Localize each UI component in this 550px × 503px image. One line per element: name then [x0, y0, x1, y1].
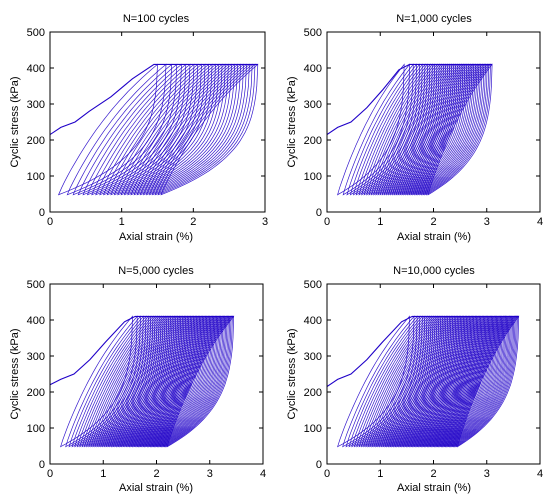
- y-tick-label: 100: [27, 171, 45, 183]
- series-line: [327, 63, 493, 136]
- y-axis-label: Cyclic stress (kPa): [286, 76, 298, 167]
- y-tick-label: 100: [304, 423, 322, 435]
- x-tick-label: 1: [100, 468, 106, 480]
- plot-frame: [49, 31, 266, 213]
- hysteresis-loop: [337, 315, 410, 448]
- y-tick-label: 100: [27, 423, 45, 435]
- y-tick-label: 400: [27, 63, 45, 75]
- x-tick-label: 4: [260, 468, 266, 480]
- y-tick-label: 400: [304, 315, 322, 327]
- x-tick-label: 4: [537, 468, 543, 480]
- y-tick-label: 200: [304, 387, 322, 399]
- x-axis-label: Axial strain (%): [119, 231, 193, 243]
- y-tick-label: 0: [316, 459, 322, 471]
- series-line: [50, 63, 258, 136]
- chart-panel-n10000: N=10,000 cycles Cyclic stress (kPa) Axia…: [286, 265, 543, 494]
- x-tick-label: 0: [324, 468, 330, 480]
- x-tick-label: 4: [537, 216, 543, 228]
- y-axis-label: Cyclic stress (kPa): [9, 328, 21, 419]
- y-axis-label: Cyclic stress (kPa): [286, 328, 298, 419]
- x-tick-label: 0: [47, 468, 53, 480]
- y-tick-label: 300: [304, 351, 322, 363]
- y-tick-label: 0: [39, 459, 45, 471]
- x-axis-label: Axial strain (%): [119, 482, 193, 494]
- plot-area: 0 1 2 3 4 0 100 200 300 400 500: [304, 279, 543, 480]
- x-tick-label: 2: [430, 216, 436, 228]
- chart-panel-n100: N=100 cycles Cyclic stress (kPa) Axial s…: [9, 13, 268, 243]
- data-layer: [327, 63, 493, 196]
- series-line: [327, 315, 519, 388]
- y-tick-label: 200: [27, 135, 45, 147]
- chart-panel-n5000: N=5,000 cycles Cyclic stress (kPa) Axial…: [9, 265, 266, 494]
- y-tick-label: 300: [27, 99, 45, 111]
- y-tick-label: 0: [39, 207, 45, 219]
- y-tick-label: 400: [304, 63, 322, 75]
- y-tick-label: 500: [304, 279, 322, 291]
- y-axis-label: Cyclic stress (kPa): [9, 76, 21, 167]
- y-tick-label: 500: [27, 279, 45, 291]
- data-layer: [327, 315, 520, 448]
- x-tick-label: 3: [262, 216, 268, 228]
- y-tick-label: 0: [316, 207, 322, 219]
- y-tick-label: 500: [27, 27, 45, 39]
- y-tick-label: 500: [304, 27, 322, 39]
- x-tick-label: 3: [484, 468, 490, 480]
- x-tick-label: 0: [324, 216, 330, 228]
- y-tick-label: 300: [304, 99, 322, 111]
- plot-area: 0 1 2 3 4 0 100 200 300 400 500: [27, 279, 266, 480]
- x-tick-label: 2: [190, 216, 196, 228]
- x-tick-label: 3: [207, 468, 213, 480]
- x-tick-label: 1: [119, 216, 125, 228]
- y-tick-label: 200: [27, 387, 45, 399]
- plot-area: 0 1 2 3 4 0 100 200 300 400 500: [304, 27, 543, 228]
- x-tick-label: 2: [430, 468, 436, 480]
- series-line: [50, 315, 234, 386]
- x-tick-label: 1: [377, 468, 383, 480]
- x-tick-label: 2: [153, 468, 159, 480]
- hysteresis-loop: [60, 315, 133, 448]
- data-layer: [50, 315, 235, 448]
- y-tick-label: 300: [27, 351, 45, 363]
- y-tick-label: 400: [27, 315, 45, 327]
- chart-panel-n1000: N=1,000 cycles Cyclic stress (kPa) Axial…: [286, 13, 543, 243]
- chart-title: N=10,000 cycles: [393, 265, 475, 277]
- y-tick-label: 200: [304, 135, 322, 147]
- x-tick-label: 0: [47, 216, 53, 228]
- plot-area: 0 1 2 3 0 100 200 300 400 500: [27, 27, 268, 228]
- x-tick-label: 1: [377, 216, 383, 228]
- data-layer: [50, 63, 259, 196]
- y-tick-label: 100: [304, 171, 322, 183]
- chart-title: N=1,000 cycles: [396, 13, 472, 25]
- chart-title: N=100 cycles: [123, 13, 190, 25]
- x-axis-label: Axial strain (%): [397, 482, 471, 494]
- x-tick-label: 3: [484, 216, 490, 228]
- x-axis-label: Axial strain (%): [397, 231, 471, 243]
- chart-title: N=5,000 cycles: [118, 265, 194, 277]
